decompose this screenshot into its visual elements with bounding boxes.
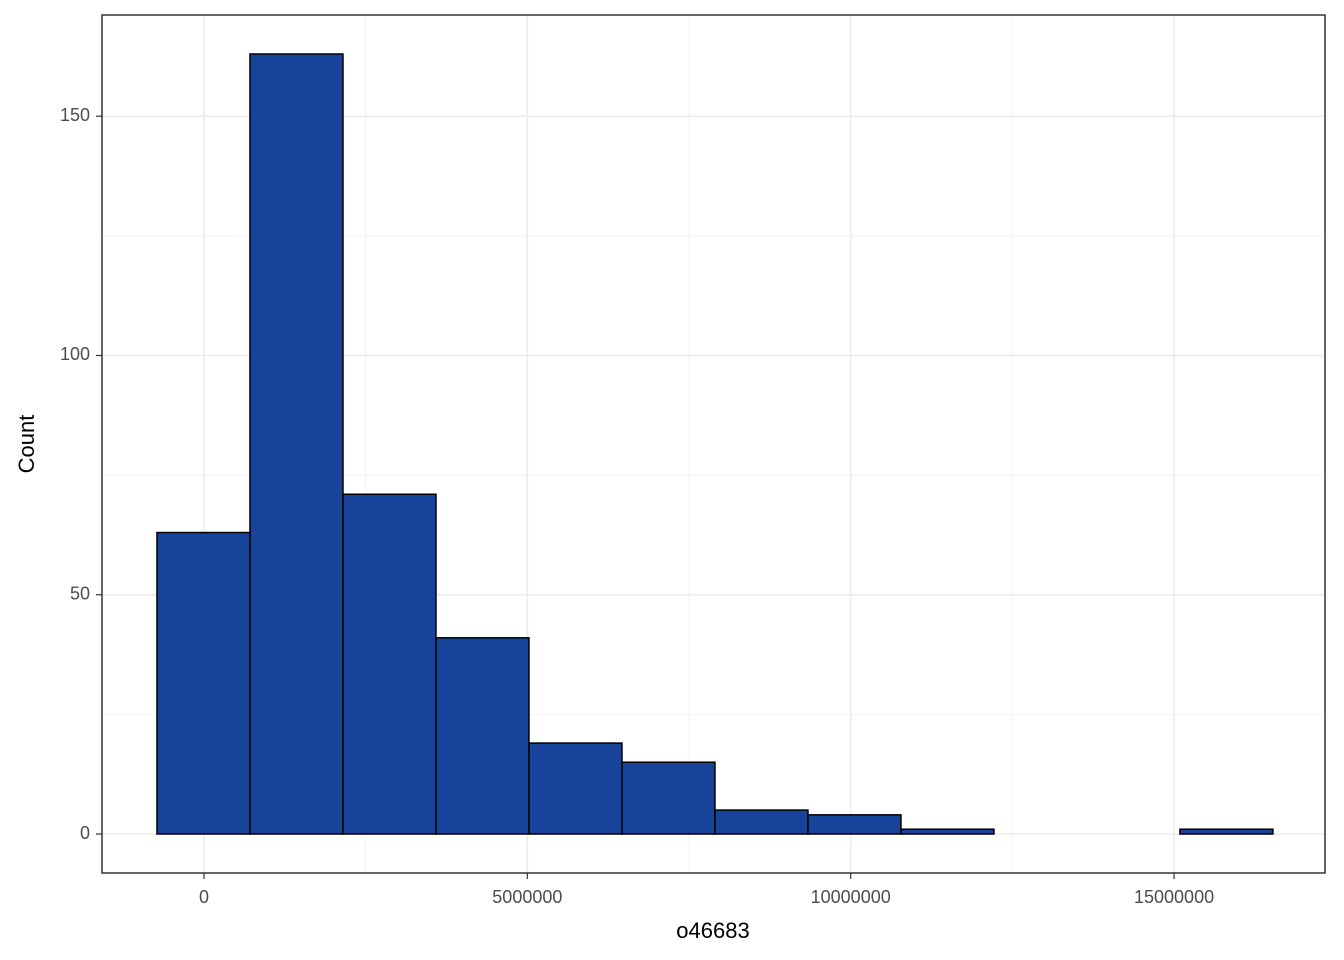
bar bbox=[342, 493, 437, 835]
x-axis-title: o46683 bbox=[676, 918, 749, 943]
y-tick-label: 50 bbox=[70, 583, 90, 603]
panel-border bbox=[101, 14, 1326, 874]
x-tick-label: 10000000 bbox=[811, 887, 891, 907]
bar bbox=[714, 809, 809, 835]
y-tick-label: 150 bbox=[60, 105, 90, 125]
x-tick-label: 5000000 bbox=[492, 887, 562, 907]
bar bbox=[900, 828, 995, 835]
x-tick-label: 15000000 bbox=[1134, 887, 1214, 907]
x-tick-label: 0 bbox=[199, 887, 209, 907]
y-axis-title: Count bbox=[14, 415, 39, 474]
y-tick-label: 100 bbox=[60, 344, 90, 364]
bar bbox=[249, 53, 344, 835]
bar bbox=[807, 814, 902, 835]
bar bbox=[1179, 828, 1274, 835]
bar bbox=[435, 637, 530, 835]
bar bbox=[528, 742, 623, 835]
bar bbox=[621, 761, 716, 835]
bar bbox=[156, 531, 251, 835]
y-tick-label: 0 bbox=[80, 823, 90, 843]
